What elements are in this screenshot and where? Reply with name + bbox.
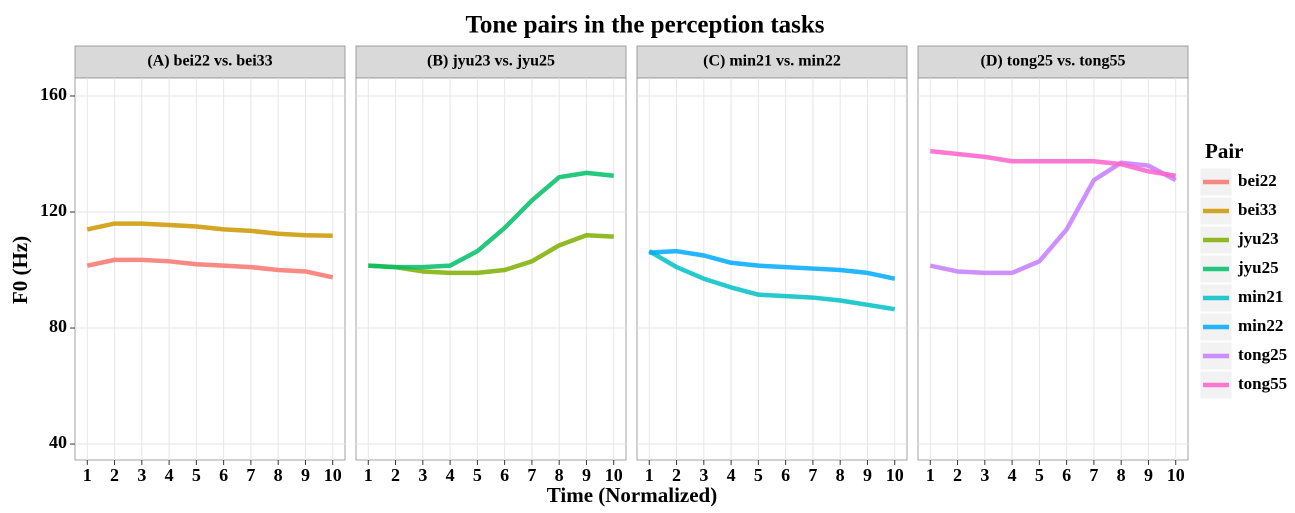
series-line xyxy=(86,221,333,239)
x-tick-label: 10 xyxy=(605,465,623,485)
x-tick-label: 9 xyxy=(301,465,310,485)
x-tick-label: 10 xyxy=(1167,465,1185,485)
x-tick-label: 7 xyxy=(527,465,536,485)
x-tick-label: 4 xyxy=(446,465,455,485)
x-tick-label: 5 xyxy=(754,465,763,485)
x-tick-label: 2 xyxy=(672,465,681,485)
legend-label: tong55 xyxy=(1238,374,1287,393)
panel xyxy=(917,77,1189,461)
x-tick-label: 6 xyxy=(500,465,509,485)
panel xyxy=(74,77,346,461)
y-tick-label: 40 xyxy=(49,432,67,452)
x-tick-label: 3 xyxy=(980,465,989,485)
legend-label: bei33 xyxy=(1238,200,1277,219)
x-tick-label: 5 xyxy=(192,465,201,485)
x-tick-label: 5 xyxy=(1035,465,1044,485)
y-tick-label: 80 xyxy=(49,316,67,336)
strip xyxy=(636,45,908,79)
x-tick-label: 5 xyxy=(473,465,482,485)
x-tick-label: 3 xyxy=(418,465,427,485)
x-tick-label: 2 xyxy=(110,465,119,485)
chart-title: Tone pairs in the perception tasks xyxy=(465,12,824,39)
y-tick-label: 120 xyxy=(40,200,67,220)
x-tick-label: 9 xyxy=(863,465,872,485)
x-tick-label: 1 xyxy=(926,465,935,485)
legend-label: tong25 xyxy=(1238,345,1287,364)
x-tick-label: 1 xyxy=(83,465,92,485)
legend-label: jyu25 xyxy=(1237,258,1279,277)
strip xyxy=(74,45,346,79)
panel-title: (C) min21 vs. min22 xyxy=(703,53,841,70)
x-tick-label: 7 xyxy=(1089,465,1098,485)
x-tick-label: 7 xyxy=(808,465,817,485)
x-tick-label: 7 xyxy=(246,465,255,485)
x-tick-label: 1 xyxy=(364,465,373,485)
y-tick-label: 160 xyxy=(40,84,67,104)
legend-label: min22 xyxy=(1238,316,1283,335)
x-tick-label: 10 xyxy=(324,465,342,485)
series-line xyxy=(649,248,896,281)
panel-title: (D) tong25 vs. tong55 xyxy=(981,53,1126,70)
x-tick-label: 4 xyxy=(1008,465,1017,485)
x-tick-label: 6 xyxy=(781,465,790,485)
series-line xyxy=(368,170,614,270)
x-tick-label: 8 xyxy=(555,465,564,485)
series-line xyxy=(86,257,334,280)
series-line xyxy=(930,148,1177,178)
x-tick-label: 8 xyxy=(1117,465,1126,485)
x-tick-label: 1 xyxy=(645,465,654,485)
legend-title: Pair xyxy=(1205,139,1243,163)
panel-title: (B) jyu23 vs. jyu25 xyxy=(427,53,555,70)
y-axis-label: F0 (Hz) xyxy=(8,236,32,304)
x-tick-label: 3 xyxy=(699,465,708,485)
series-line xyxy=(929,160,1177,276)
panel-title: (A) bei22 vs. bei33 xyxy=(147,53,272,70)
x-tick-label: 10 xyxy=(886,465,904,485)
x-tick-label: 6 xyxy=(1062,465,1071,485)
x-tick-label: 4 xyxy=(165,465,174,485)
legend-label: min21 xyxy=(1238,287,1283,306)
x-tick-label: 4 xyxy=(727,465,736,485)
x-tick-label: 2 xyxy=(953,465,962,485)
x-tick-label: 6 xyxy=(219,465,228,485)
x-tick-label: 9 xyxy=(1144,465,1153,485)
x-tick-label: 3 xyxy=(137,465,146,485)
legend-label: bei22 xyxy=(1238,171,1277,190)
x-tick-label: 8 xyxy=(274,465,283,485)
legend-label: jyu23 xyxy=(1237,229,1279,248)
x-axis-label: Time (Normalized) xyxy=(547,483,717,507)
x-tick-label: 9 xyxy=(582,465,591,485)
x-tick-label: 2 xyxy=(391,465,400,485)
strip xyxy=(917,45,1189,79)
x-tick-label: 8 xyxy=(836,465,845,485)
strip xyxy=(355,45,627,79)
series-line xyxy=(648,249,896,312)
